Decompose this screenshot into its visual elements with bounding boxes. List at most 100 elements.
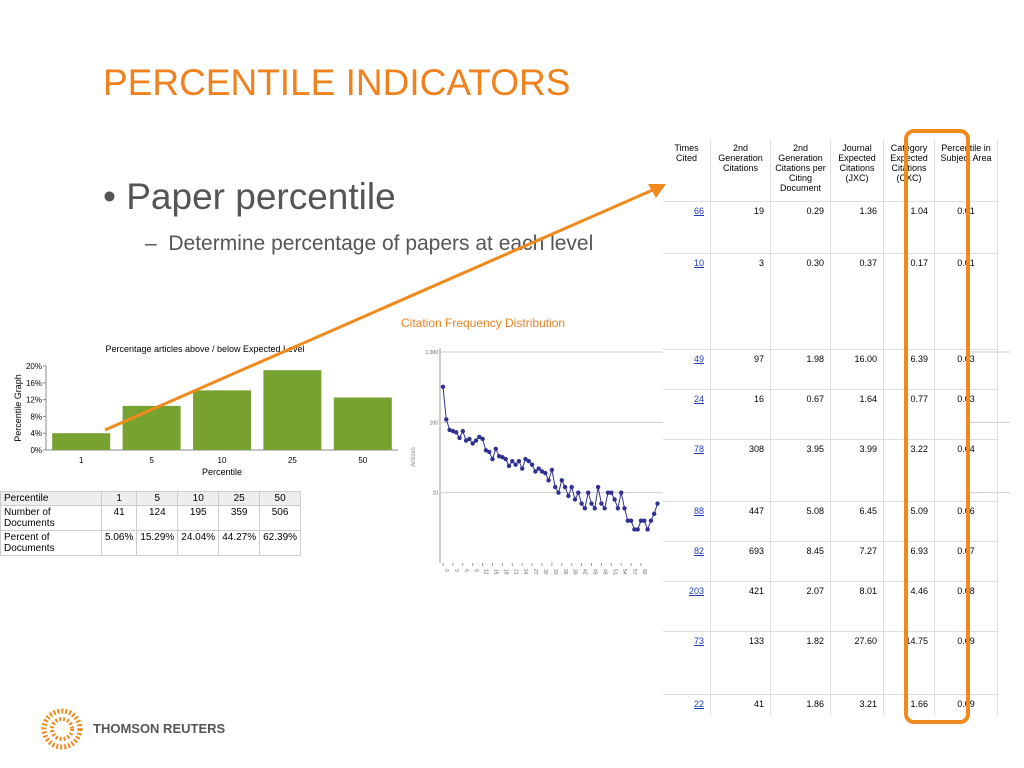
- row: 82 693 8.45 7.27 6.93 0.07: [663, 541, 998, 582]
- times-cited-link[interactable]: 88: [693, 506, 704, 516]
- point: [457, 435, 462, 441]
- cell: 16.00: [830, 349, 884, 390]
- cell: 195: [177, 505, 220, 531]
- cell: 506: [259, 505, 302, 531]
- times-cited-link[interactable]: 24: [693, 394, 704, 404]
- cell: 10: [663, 253, 711, 350]
- x-tick-label: 51: [611, 569, 617, 575]
- point: [470, 441, 475, 446]
- header-cell: 2nd Generation Citations per Citing Docu…: [770, 140, 831, 202]
- header-cell: Journal Expected Citations (JXC): [830, 140, 884, 202]
- cell: 41: [710, 694, 771, 715]
- point: [559, 478, 564, 483]
- header-cell: Category Expected Citations (CXC): [883, 140, 935, 202]
- y-tick-label: 1,000: [425, 350, 438, 356]
- cell: 0.29: [770, 201, 831, 254]
- y-tick-label: 16%: [26, 379, 42, 388]
- header-cell: 50: [259, 491, 302, 506]
- x-tick-label: 10: [218, 456, 227, 465]
- point: [510, 459, 515, 464]
- chart-title: Percentage articles above / below Expect…: [105, 344, 304, 354]
- cell: 6.93: [883, 541, 935, 582]
- cell: 308: [710, 439, 771, 502]
- header-cell: Percentile: [0, 491, 102, 506]
- y-tick-label: 8%: [30, 412, 42, 421]
- point: [556, 490, 561, 495]
- x-tick-label: 12: [483, 569, 489, 575]
- cell: 3: [710, 253, 771, 350]
- times-cited-link[interactable]: 82: [693, 546, 704, 556]
- bar: [193, 390, 251, 450]
- cell: 66: [663, 201, 711, 254]
- header-cell: Times Cited: [663, 140, 711, 202]
- point: [473, 438, 479, 443]
- point: [463, 438, 469, 443]
- cell: 0.17: [883, 253, 935, 350]
- x-tick-label: 25: [288, 456, 297, 465]
- times-cited-link[interactable]: 78: [693, 444, 704, 454]
- y-tick-label: 12%: [26, 396, 42, 405]
- times-cited-link[interactable]: 203: [688, 586, 704, 596]
- cell: 203: [663, 581, 711, 632]
- point: [529, 462, 535, 467]
- times-cited-link[interactable]: 66: [693, 206, 704, 216]
- x-tick-label: 48: [601, 569, 607, 575]
- cell: 82: [663, 541, 711, 582]
- point: [444, 417, 449, 422]
- point: [622, 506, 627, 511]
- x-tick-label: 21: [512, 569, 518, 575]
- point: [454, 430, 459, 435]
- point: [589, 501, 594, 506]
- cell: 88: [663, 501, 711, 542]
- bar: [333, 397, 392, 450]
- y-tick-label: 100: [430, 420, 439, 426]
- times-cited-link[interactable]: 49: [693, 354, 704, 364]
- point: [513, 462, 518, 467]
- cell: 3.22: [883, 439, 935, 502]
- point: [592, 506, 597, 511]
- sub-bullet: – Determine percentage of papers at each…: [145, 232, 594, 255]
- point: [632, 527, 637, 532]
- header-cell: 10: [177, 491, 220, 506]
- cell: 124: [136, 505, 179, 531]
- row: 73 133 1.82 27.60 14.75 0.09: [663, 631, 998, 695]
- cell: 1.86: [770, 694, 831, 715]
- point: [635, 527, 640, 532]
- slide-title: PERCENTILE INDICATORS: [103, 62, 571, 103]
- point: [467, 436, 472, 442]
- point: [579, 501, 584, 506]
- times-cited-link[interactable]: 22: [693, 699, 704, 709]
- cell: 27.60: [830, 631, 884, 695]
- point: [642, 518, 647, 523]
- times-cited-link[interactable]: 73: [693, 636, 704, 646]
- x-axis-label: Percentile: [202, 467, 242, 477]
- point: [536, 466, 541, 471]
- y-axis-label: Articles: [411, 447, 417, 467]
- cell: 2.07: [770, 581, 831, 632]
- cell: 1.98: [770, 349, 831, 390]
- cell: 44.27%: [218, 530, 261, 556]
- cell: 5.06%: [100, 530, 138, 556]
- x-tick-label: 39: [572, 569, 578, 575]
- x-tick-label: 54: [621, 569, 627, 575]
- point: [576, 490, 581, 495]
- point: [638, 518, 644, 523]
- y-axis-label: Percentile Graph: [13, 374, 23, 442]
- x-tick-label: 18: [502, 569, 508, 575]
- point: [487, 449, 492, 455]
- cell: 73: [663, 631, 711, 695]
- x-tick-label: 6: [463, 569, 469, 572]
- times-cited-link[interactable]: 10: [693, 258, 704, 268]
- summary-table: Percentile 1 5 10 25 50 Number of Documents 41 1…: [0, 491, 408, 556]
- point: [619, 490, 624, 495]
- cell: 7.27: [830, 541, 884, 582]
- x-tick-label: 30: [542, 569, 548, 575]
- point: [609, 490, 614, 495]
- x-tick-label: 27: [532, 569, 538, 575]
- cell: 1.36: [830, 201, 884, 254]
- row: 78 308 3.95 3.99 3.22 0.04: [663, 439, 998, 502]
- point: [572, 497, 578, 502]
- y-tick-label: 0%: [30, 446, 42, 455]
- point: [655, 501, 660, 506]
- sub-bullet-text: Determine percentage of papers at each l…: [168, 232, 594, 255]
